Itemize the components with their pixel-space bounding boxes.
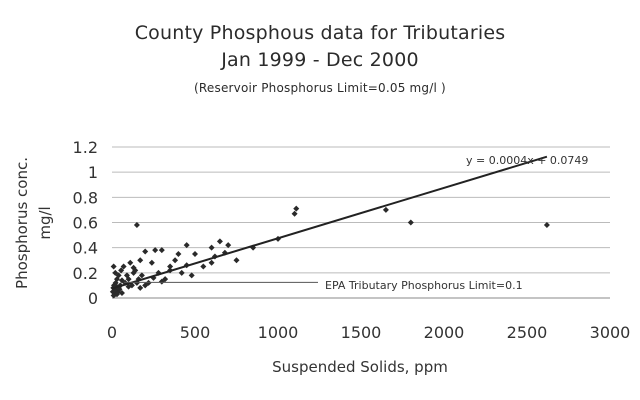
chart-title: County Phosphous data for Tributaries <box>134 22 506 44</box>
x-tick-label: 0 <box>107 323 117 342</box>
y-tick-label: 0.8 <box>73 188 98 207</box>
x-axis-label: Suspended Solids, ppm <box>272 358 448 376</box>
data-point <box>208 244 215 251</box>
y-tick-label: 1 <box>88 163 98 182</box>
y-tick-label: 0.4 <box>73 239 98 258</box>
data-point <box>233 257 240 264</box>
data-point <box>183 242 190 249</box>
data-point <box>152 247 159 254</box>
data-point <box>188 272 195 279</box>
chart-note: (Reservoir Phosphorus Limit=0.05 mg/l ) <box>194 81 446 95</box>
data-point <box>178 269 185 276</box>
y-tick-label: 0.2 <box>73 264 98 283</box>
data-point <box>175 250 182 257</box>
x-tick-label: 500 <box>180 323 211 342</box>
data-point <box>130 264 137 271</box>
data-point <box>118 277 125 284</box>
data-point <box>407 219 414 226</box>
data-point <box>172 257 179 264</box>
data-point <box>142 248 149 255</box>
data-point <box>291 210 298 217</box>
data-point <box>137 284 144 291</box>
chart-subtitle: Jan 1999 - Dec 2000 <box>221 49 419 71</box>
x-tick-label: 1500 <box>341 323 382 342</box>
data-point <box>208 259 215 266</box>
y-tick-label: 0 <box>88 289 98 308</box>
gridlines <box>112 146 610 299</box>
data-point <box>125 283 132 290</box>
y-axis-label-line1: Phosphorus conc. <box>13 157 31 289</box>
x-tick-label: 3000 <box>590 323 631 342</box>
y-tick-labels: 0 0.2 0.4 0.6 0.8 1 1.2 <box>73 138 98 308</box>
data-point <box>118 267 125 274</box>
data-point <box>118 289 125 296</box>
data-point <box>115 272 122 279</box>
data-point <box>127 259 134 266</box>
data-point <box>225 242 232 249</box>
data-points <box>109 205 550 299</box>
data-point <box>110 263 117 270</box>
data-point <box>200 263 207 270</box>
epa-limit-label: EPA Tributary Phosphorus Limit=0.1 <box>325 279 523 292</box>
data-point <box>138 272 145 279</box>
x-tick-label: 1000 <box>258 323 299 342</box>
data-point <box>142 282 149 289</box>
data-point <box>148 259 155 266</box>
data-point <box>293 205 300 212</box>
data-point <box>158 278 165 285</box>
data-point <box>120 263 127 270</box>
data-point <box>382 206 389 213</box>
data-point <box>216 238 223 245</box>
y-tick-label: 1.2 <box>73 138 98 157</box>
data-point <box>113 291 120 298</box>
data-point <box>133 222 140 229</box>
data-point <box>137 257 144 264</box>
data-point <box>192 250 198 257</box>
data-point <box>167 263 174 270</box>
y-tick-label: 0.6 <box>73 214 98 233</box>
x-tick-label: 2000 <box>424 323 465 342</box>
trendline <box>111 155 548 290</box>
y-axis-label-line2: mg/l <box>36 206 54 239</box>
data-point <box>125 276 132 283</box>
x-tick-labels: 0 500 1000 1500 2000 2500 3000 <box>107 323 630 342</box>
trendline-equation: y = 0.0004x + 0.0749 <box>466 154 588 167</box>
data-point <box>543 222 550 229</box>
x-tick-label: 2500 <box>507 323 548 342</box>
data-point <box>158 247 165 254</box>
